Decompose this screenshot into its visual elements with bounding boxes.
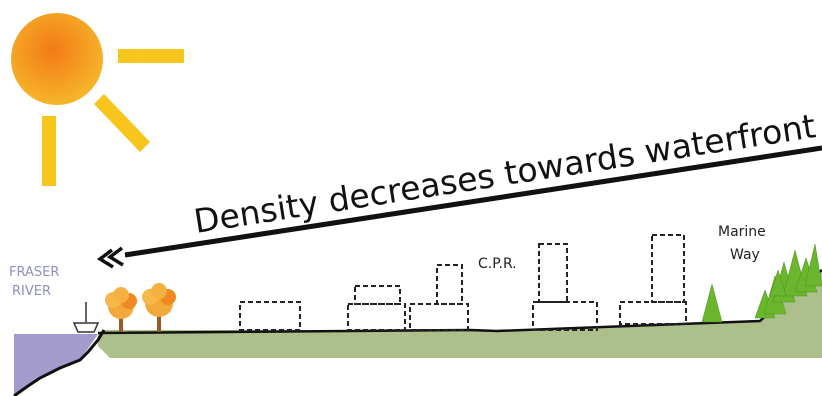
riverbank-line	[13, 329, 106, 396]
building	[239, 301, 301, 331]
conifer-tree-icon	[701, 243, 822, 323]
buildings	[239, 234, 687, 331]
marine-way-label-line1: Marine	[718, 224, 766, 240]
cpr-label: C.P.R.	[478, 256, 517, 272]
river-label-line2: RIVER	[12, 284, 51, 299]
land-ground	[98, 272, 822, 358]
river-label-line1: FRASER	[9, 265, 59, 280]
boat-icon	[72, 302, 100, 333]
building	[619, 301, 687, 325]
deciduous-tree-icon	[105, 287, 137, 332]
marine-way-label-line2: Way	[730, 247, 760, 263]
building	[409, 303, 469, 331]
density-title: Density decreases towards waterfront	[191, 106, 818, 241]
deciduous-tree-icon	[142, 283, 176, 332]
building	[651, 234, 685, 303]
double-chevron-arrowhead-icon	[96, 248, 114, 269]
density-arrow	[96, 145, 822, 269]
building	[347, 303, 406, 331]
building	[538, 243, 568, 303]
building	[436, 264, 463, 305]
building	[532, 301, 598, 331]
sun-icon	[11, 13, 184, 186]
building	[354, 285, 401, 305]
